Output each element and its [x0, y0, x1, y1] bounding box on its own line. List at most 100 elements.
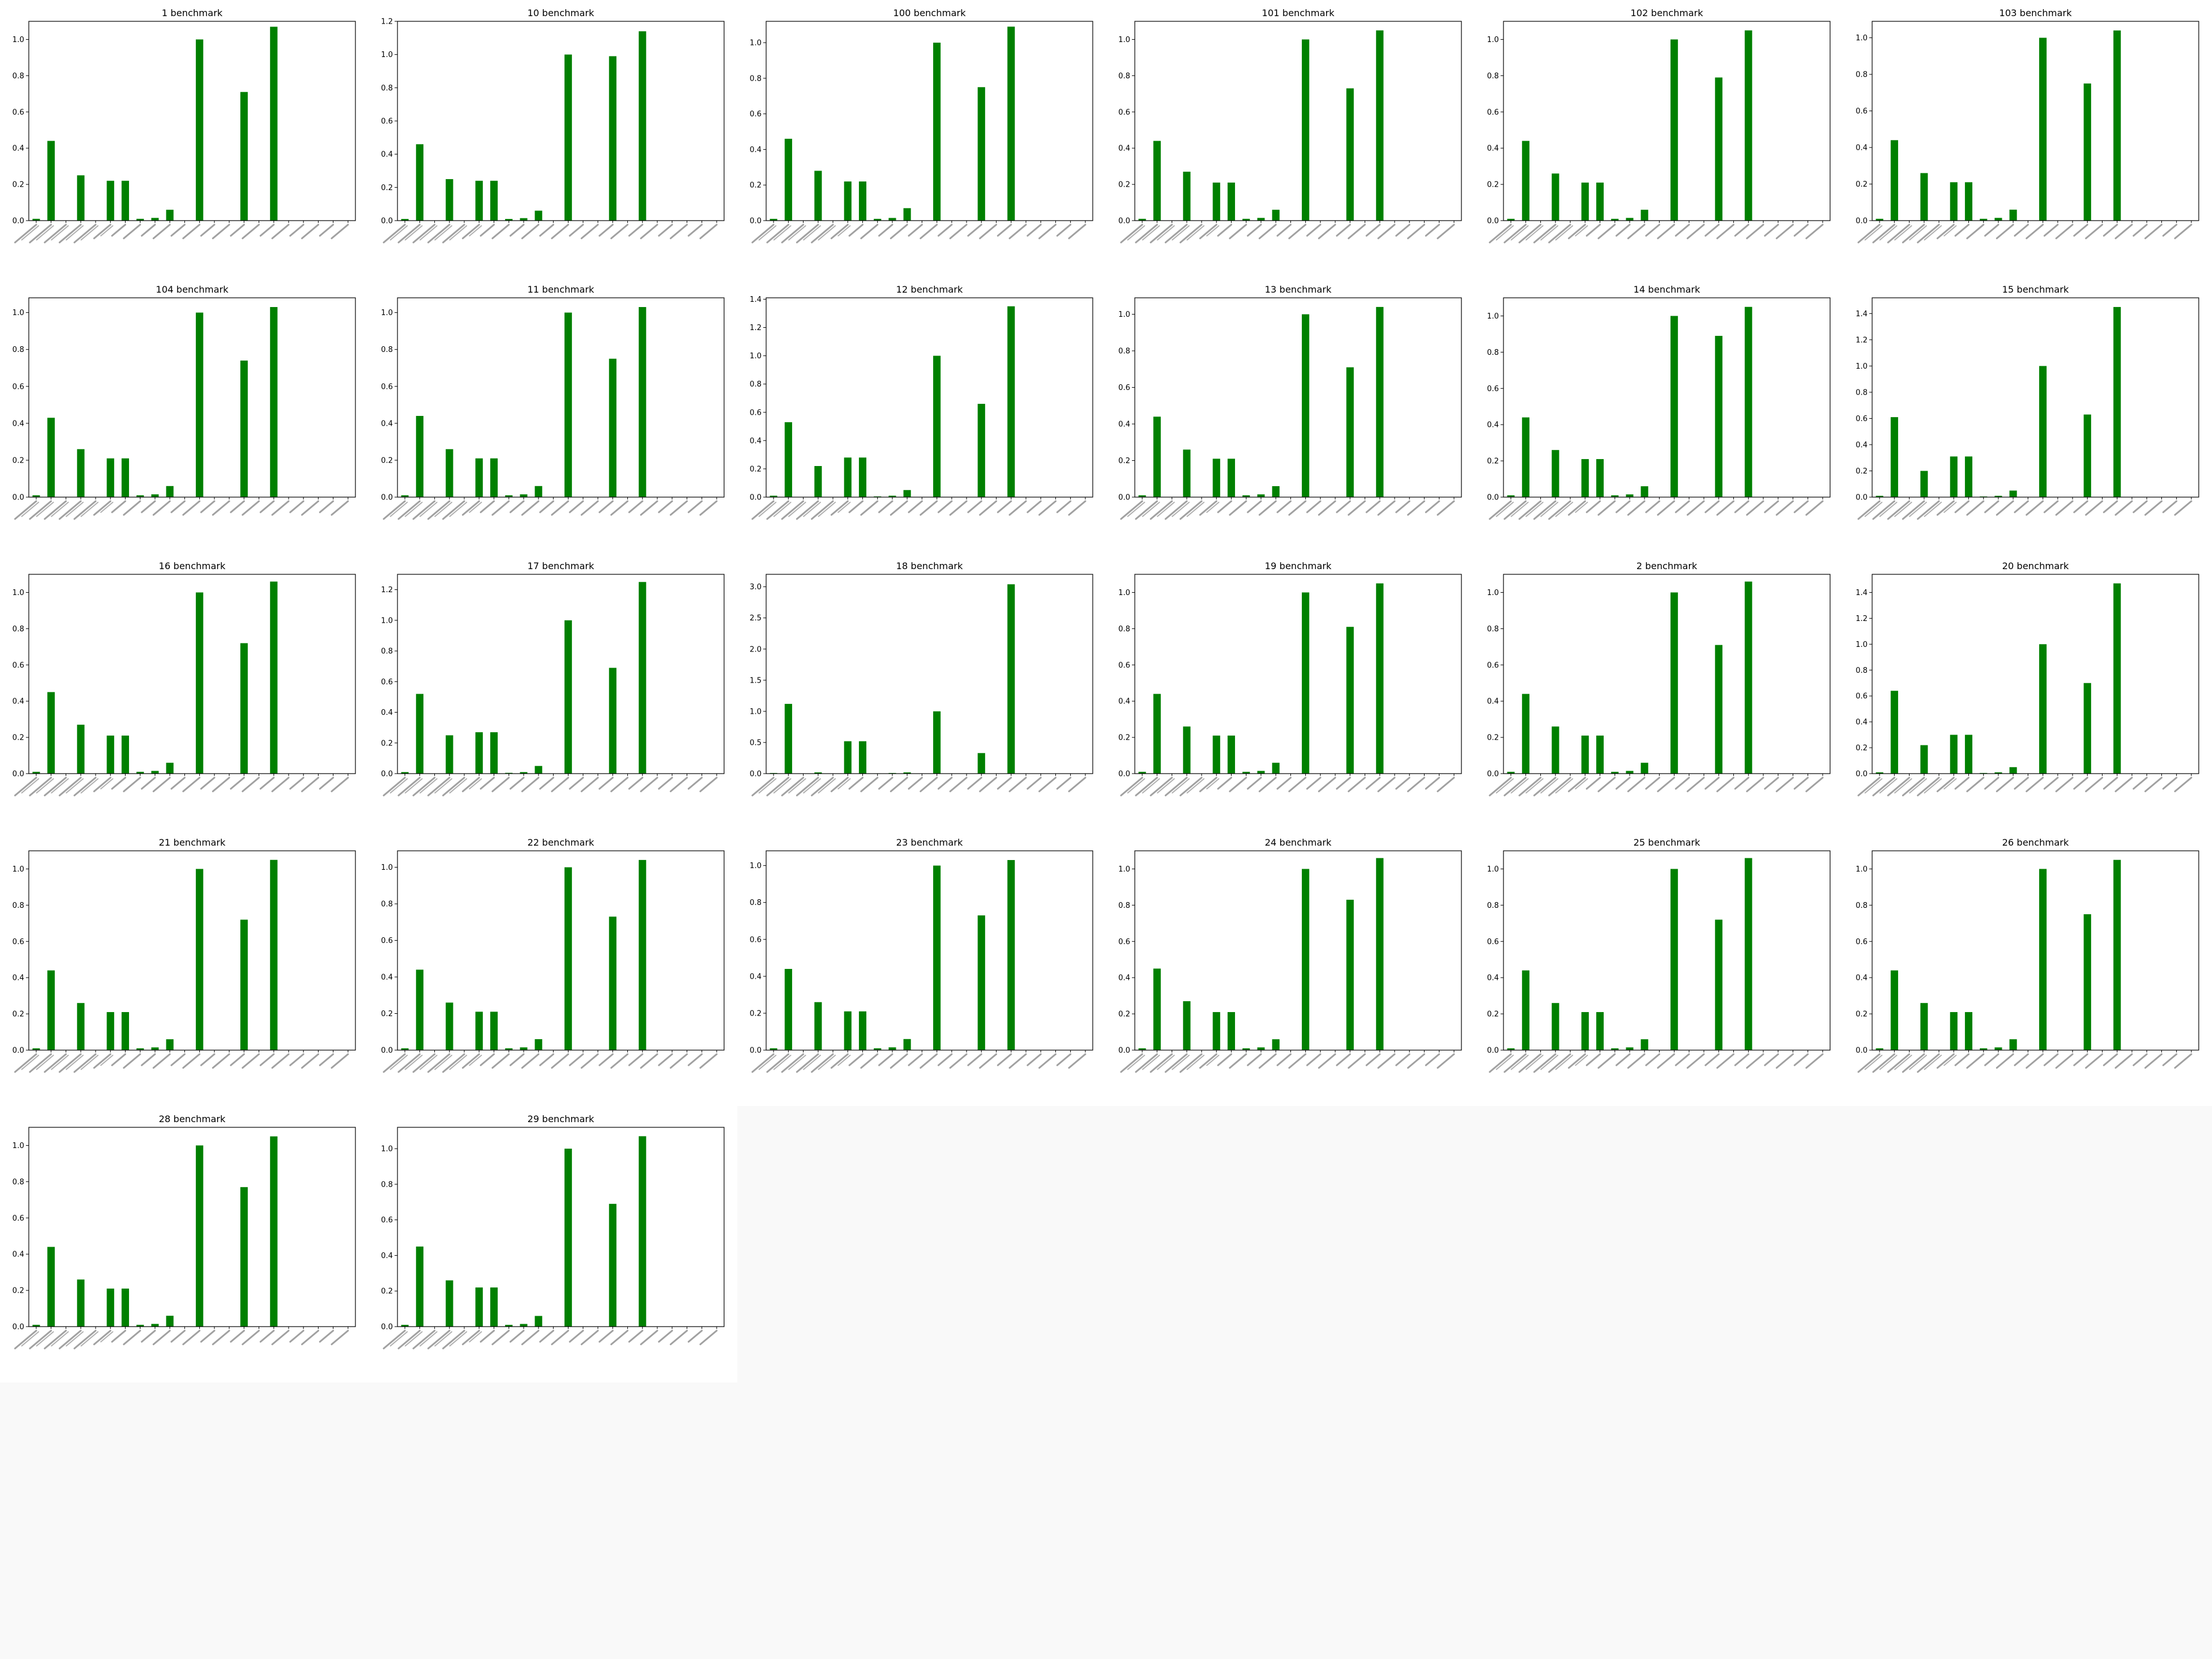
y-tick-label: 0.6	[381, 937, 393, 945]
x-tick-label	[1586, 500, 1601, 513]
x-tick-label	[1377, 224, 1396, 240]
x-tick-label	[599, 500, 614, 513]
y-tick-label: 1.2	[381, 586, 393, 594]
bar	[933, 355, 941, 497]
x-tick-label	[1548, 500, 1571, 520]
bar	[859, 741, 866, 774]
x-tick-label	[1805, 777, 1824, 793]
x-tick-label	[766, 500, 790, 520]
bar	[401, 1324, 409, 1327]
bar	[416, 969, 424, 1050]
x-tick-label	[1127, 1055, 1145, 1070]
x-tick-label	[1567, 1053, 1586, 1069]
x-tick-label	[200, 1053, 215, 1066]
bar	[1596, 735, 1604, 774]
y-tick-label: 1.0	[381, 863, 393, 872]
bar	[505, 1324, 513, 1327]
y-tick-label: 0.8	[1118, 72, 1130, 81]
x-tick-label	[830, 777, 849, 793]
y-tick-label: 1.4	[1855, 310, 1868, 319]
x-tick-label	[230, 224, 245, 237]
x-tick-label	[1586, 1053, 1601, 1066]
x-tick-label	[1510, 225, 1529, 241]
x-tick-label	[699, 1330, 718, 1346]
x-tick-label	[979, 777, 997, 793]
x-tick-label	[1597, 500, 1616, 516]
x-tick-label	[817, 1055, 836, 1070]
plot-frame	[28, 850, 356, 1051]
x-tick-label	[788, 1055, 806, 1070]
x-tick-label	[51, 778, 69, 794]
x-tick-label	[2115, 1053, 2133, 1069]
bar	[1551, 450, 1559, 497]
bar	[1744, 581, 1752, 774]
x-tick-label	[521, 500, 540, 516]
bar	[107, 1012, 115, 1050]
y-tick-label: 0.2	[1855, 467, 1868, 476]
figure-background	[0, 1106, 737, 1382]
x-tick-label	[230, 777, 245, 790]
x-tick-label	[658, 1330, 673, 1343]
bar	[505, 219, 513, 221]
x-tick-label	[182, 500, 200, 516]
x-tick-label	[73, 777, 97, 797]
x-tick-label	[259, 224, 275, 237]
bar	[166, 210, 174, 221]
bar	[151, 218, 159, 221]
bar	[107, 735, 115, 774]
bar	[1257, 771, 1265, 774]
x-tick-label	[480, 777, 495, 790]
x-tick-label	[461, 1053, 480, 1069]
bar	[270, 859, 278, 1050]
x-tick-label	[1199, 1053, 1218, 1069]
x-tick-label	[628, 777, 643, 790]
y-tick-label: 1.0	[1855, 362, 1868, 371]
y-tick-label: 1.0	[749, 352, 762, 361]
bar	[1994, 1047, 2002, 1050]
bar	[520, 494, 528, 497]
x-tick-label	[1247, 500, 1262, 513]
x-tick-label	[1575, 225, 1588, 237]
x-tick-label	[1488, 777, 1512, 797]
bar	[195, 1145, 203, 1327]
y-tick-label: 1.4	[749, 296, 762, 304]
x-tick-label	[773, 502, 791, 517]
subplot-title: 24 benchmark	[1265, 837, 1332, 848]
x-tick-label	[1009, 1053, 1027, 1069]
x-tick-label	[1510, 1055, 1529, 1070]
y-tick-label: 2.5	[749, 614, 762, 623]
x-tick-label	[1716, 224, 1734, 240]
bar	[2084, 83, 2092, 221]
x-tick-label	[2115, 777, 2133, 793]
x-tick-label	[331, 224, 349, 240]
bar	[1979, 218, 1987, 221]
x-tick-label	[404, 1331, 423, 1347]
subplot: 17 benchmark 0.0 0.2 0.4 0.6 0.8 1.0 1.2	[381, 560, 725, 797]
x-tick-label	[230, 500, 245, 513]
x-tick-label	[442, 1053, 465, 1073]
subplot-title: 23 benchmark	[896, 837, 963, 848]
x-tick-label	[1217, 777, 1233, 790]
x-tick-label	[838, 778, 851, 790]
y-tick-label: 0.0	[1855, 1047, 1868, 1055]
x-tick-label	[1575, 502, 1588, 513]
y-tick-label: 1.0	[1118, 310, 1130, 319]
x-tick-label	[919, 224, 938, 240]
y-tick-label: 0.2	[749, 465, 762, 474]
bar	[564, 1149, 572, 1327]
x-tick-label	[319, 1330, 334, 1343]
x-tick-label	[449, 778, 467, 794]
bar	[1670, 869, 1678, 1050]
x-tick-label	[469, 225, 482, 237]
bar	[1301, 39, 1309, 221]
x-tick-label	[2043, 224, 2059, 237]
x-tick-label	[123, 1053, 141, 1069]
subplot-title: 12 benchmark	[896, 284, 963, 295]
x-tick-label	[1944, 778, 1957, 790]
x-tick-label	[1247, 777, 1262, 790]
x-tick-label	[2174, 1053, 2192, 1069]
x-tick-label	[1894, 1055, 1912, 1070]
x-tick-label	[461, 500, 480, 516]
x-tick-label	[1425, 1053, 1440, 1066]
x-tick-label	[1793, 1053, 1809, 1066]
